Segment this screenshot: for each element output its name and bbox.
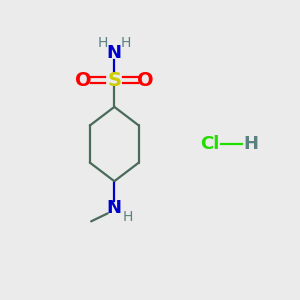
Text: H: H	[243, 135, 258, 153]
Text: O: O	[137, 71, 154, 90]
Text: H: H	[97, 36, 108, 50]
Text: S: S	[107, 71, 121, 90]
Text: H: H	[121, 36, 131, 50]
Text: Cl: Cl	[200, 135, 219, 153]
Text: N: N	[107, 44, 122, 62]
Text: O: O	[75, 71, 92, 90]
Text: N: N	[107, 199, 122, 217]
Text: H: H	[122, 210, 133, 224]
